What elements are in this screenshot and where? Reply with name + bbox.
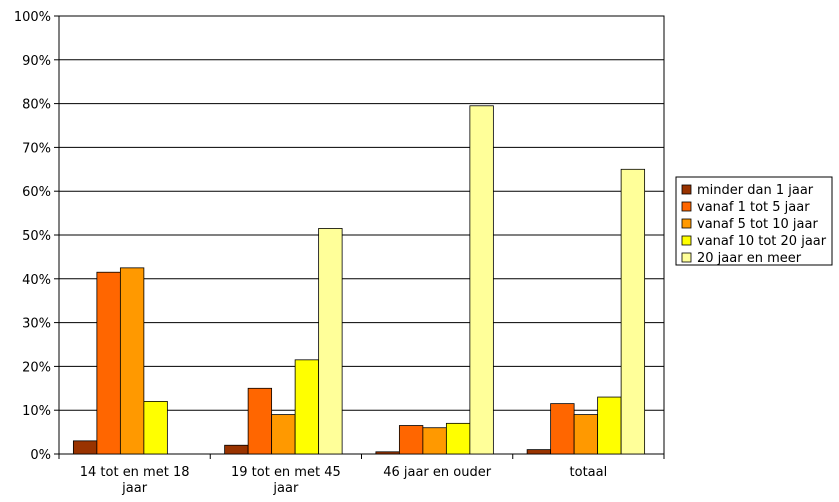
bar bbox=[375, 451, 400, 455]
y-tick-label: 0% bbox=[30, 448, 51, 463]
bar bbox=[597, 396, 622, 455]
y-tick-label: 70% bbox=[22, 141, 51, 156]
bar bbox=[526, 449, 552, 455]
legend-swatch bbox=[681, 201, 692, 212]
y-tick-label: 20% bbox=[22, 360, 51, 375]
y-tick-label: 100% bbox=[14, 10, 51, 25]
x-axis-categories: 14 tot en met 18 jaar 19 tot en met 45 jaar… bbox=[58, 454, 665, 496]
legend-label: vanaf 10 tot 20 jaar bbox=[697, 234, 827, 249]
legend-label: vanaf 5 tot 10 jaar bbox=[697, 217, 818, 232]
bar bbox=[72, 440, 98, 455]
bar bbox=[573, 414, 599, 455]
bars bbox=[72, 105, 646, 455]
legend-label: vanaf 1 tot 5 jaar bbox=[697, 200, 810, 215]
legend-label: minder dan 1 jaar bbox=[697, 183, 814, 198]
bar bbox=[445, 422, 471, 455]
bar bbox=[318, 228, 343, 455]
bar bbox=[422, 427, 447, 455]
x-category-label: 14 tot en met 18 jaar bbox=[80, 465, 190, 496]
y-tick-label: 90% bbox=[22, 54, 51, 69]
bar bbox=[247, 387, 273, 455]
bar bbox=[550, 403, 575, 455]
y-tick-label: 50% bbox=[22, 229, 51, 244]
y-tick-label: 40% bbox=[22, 273, 51, 288]
bar bbox=[294, 359, 320, 455]
legend: minder dan 1 jaar vanaf 1 tot 5 jaar vanaf… bbox=[675, 176, 833, 266]
y-tick-label: 60% bbox=[22, 185, 51, 200]
legend-swatch bbox=[681, 235, 692, 246]
bar bbox=[143, 401, 168, 455]
legend-box bbox=[675, 176, 833, 266]
bar bbox=[620, 168, 646, 455]
bar bbox=[271, 414, 296, 455]
y-tick-label: 30% bbox=[22, 317, 51, 332]
legend-swatch bbox=[681, 218, 692, 229]
y-axis-ticks: 0% 10% 20% 30% 40% 50% 60% 70% 80% 90% 100% bbox=[14, 10, 59, 463]
bar bbox=[96, 271, 121, 455]
bar bbox=[469, 105, 494, 455]
legend-swatch bbox=[681, 252, 692, 263]
bar bbox=[398, 425, 424, 455]
y-tick-label: 10% bbox=[22, 404, 51, 419]
y-tick-label: 80% bbox=[22, 98, 51, 113]
x-category-label: 19 tot en met 45 jaar bbox=[231, 465, 341, 496]
legend-swatch bbox=[681, 184, 692, 195]
legend-label: 20 jaar en meer bbox=[697, 251, 802, 266]
bar bbox=[224, 444, 249, 455]
bar bbox=[119, 267, 145, 455]
x-category-label: totaal bbox=[570, 465, 608, 480]
x-category-label: 46 jaar en ouder bbox=[383, 465, 492, 480]
